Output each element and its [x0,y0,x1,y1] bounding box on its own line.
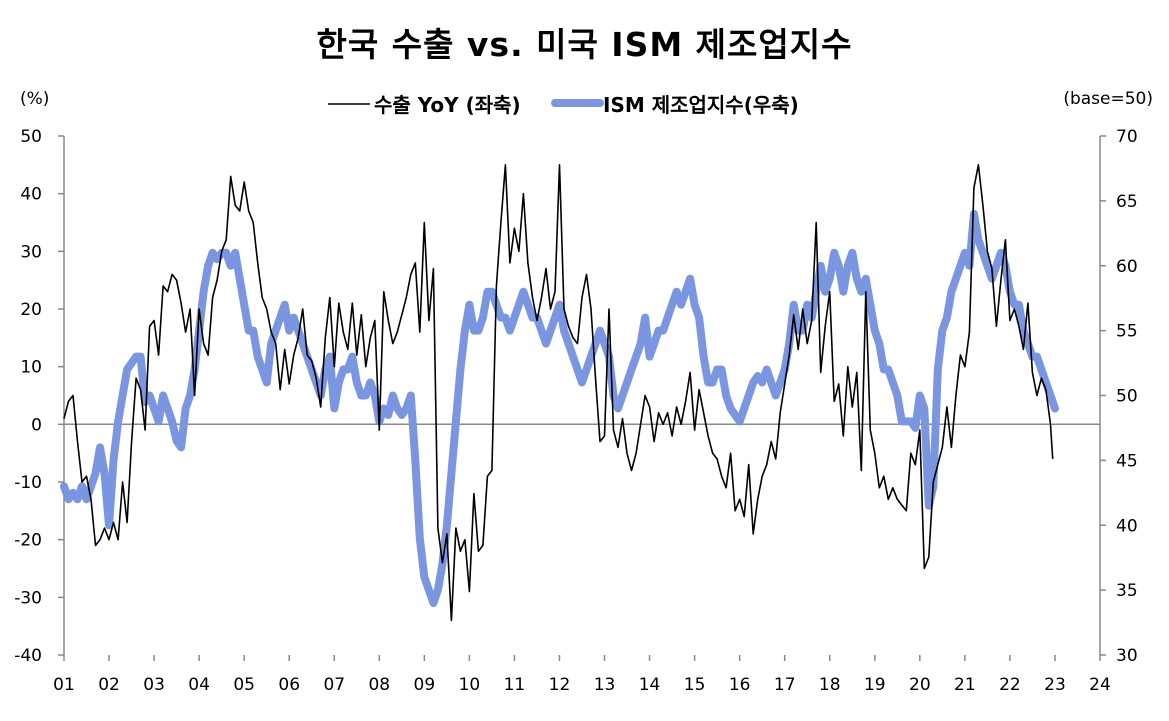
x-tick-label: 15 [684,675,706,695]
x-tick-label: 06 [278,675,300,695]
legend: 수출 YoY (좌축) ISM 제조업지수(우축) [328,93,799,117]
left-tick-label: -30 [14,588,42,608]
right-tick-label: 65 [1116,192,1138,212]
right-tick-label: 55 [1116,322,1138,342]
left-tick-label: -10 [14,473,42,493]
right-tick-label: 30 [1116,646,1138,666]
axes [63,136,1101,655]
x-tick-label: 05 [233,675,255,695]
left-tick-label: 30 [20,242,42,262]
left-tick-label: 0 [31,415,42,435]
right-tick-label: 60 [1116,257,1138,277]
x-tick-label: 19 [864,675,886,695]
right-tick-label: 40 [1116,516,1138,536]
x-tick-label: 16 [729,675,751,695]
series-line-ism [60,209,1059,608]
x-tick-label: 08 [368,675,390,695]
right-tick-label: 50 [1116,387,1138,407]
x-tick-label: 03 [143,675,165,695]
x-tick-label: 07 [323,675,345,695]
x-tick-label: 13 [594,675,616,695]
x-tick-label: 01 [53,675,75,695]
left-tick-labels: 50 40 30 20 10 0 -10 -20 -30 -40 [14,127,64,666]
legend-label-export: 수출 YoY (좌축) [374,93,521,117]
x-tick-label: 09 [414,675,436,695]
right-tick-label: 70 [1116,127,1138,147]
right-tick-label: 45 [1116,451,1138,471]
x-tick-labels: 01 02 03 04 05 06 07 08 09 10 11 12 13 14 15 16 17 18 19 20… [53,655,1111,695]
x-tick-label: 23 [1044,675,1066,695]
left-tick-label: -40 [14,646,42,666]
x-tick-label: 04 [188,675,210,695]
right-tick-label: 35 [1116,581,1138,601]
left-tick-label: 20 [20,300,42,320]
left-tick-label: 10 [20,358,42,378]
x-tick-label: 17 [774,675,796,695]
chart-title: 한국 수출 vs. 미국 ISM 제조업지수 [316,25,853,64]
series-line-export-yoy [63,164,1054,622]
x-tick-label: 10 [459,675,481,695]
x-tick-label: 12 [549,675,571,695]
left-tick-label: 50 [20,127,42,147]
x-tick-label: 18 [819,675,841,695]
x-tick-label: 22 [999,675,1021,695]
legend-label-ism: ISM 제조업지수(우축) [603,93,799,117]
left-axis-unit: (%) [20,89,49,109]
x-tick-label: 24 [1089,675,1111,695]
left-tick-label: 40 [20,185,42,205]
right-tick-labels: 70 65 60 55 50 45 40 35 30 [1100,127,1138,666]
right-axis-unit: (base=50) [1063,89,1153,109]
x-tick-label: 02 [98,675,120,695]
x-tick-label: 20 [909,675,931,695]
left-tick-label: -20 [14,531,42,551]
x-tick-label: 14 [639,675,661,695]
x-tick-label: 21 [954,675,976,695]
x-tick-label: 11 [504,675,526,695]
